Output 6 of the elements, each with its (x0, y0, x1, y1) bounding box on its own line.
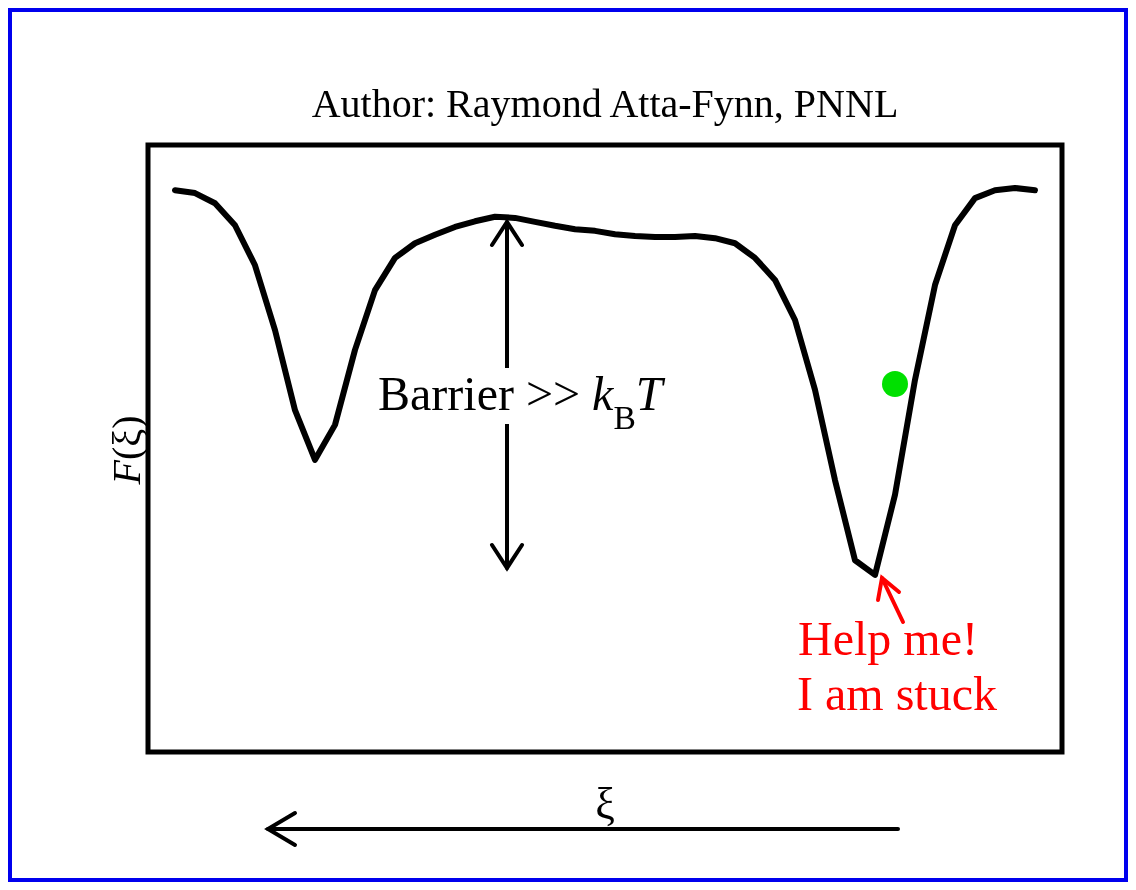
annotation: Barrier >> k$_{B}$T (378, 367, 666, 436)
annotation: I am stuck (797, 667, 997, 720)
chart-title: Author: Raymond Atta-Fynn, PNNL (311, 81, 899, 126)
y-axis-title: F(ξ) (104, 415, 149, 486)
annotation: Help me! (798, 612, 978, 665)
x-axis-title: ξ (595, 779, 615, 828)
